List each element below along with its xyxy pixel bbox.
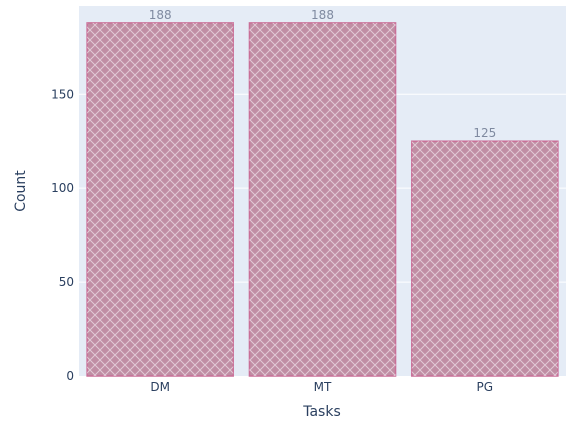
data-label: 188 [149,8,172,22]
y-tick-label: 50 [59,275,74,289]
bar-hatch [87,22,234,376]
bars [86,22,559,377]
x-tick-label: DM [150,380,170,394]
bar-hatch [411,141,558,376]
y-tick-label: 100 [51,181,74,195]
x-axis-ticks: DM MT PG [150,380,493,394]
x-tick-label: MT [314,380,332,394]
y-tick-label: 150 [51,87,74,101]
y-axis-title: Count [13,170,29,212]
y-tick-label: 0 [66,369,74,383]
y-axis-ticks: 0 50 100 150 [51,87,74,383]
data-label: 188 [311,8,334,22]
data-labels: 188 188 125 [149,8,497,140]
x-tick-label: PG [477,380,494,394]
x-axis-title: Tasks [302,404,341,420]
bar-hatch [249,22,396,376]
data-label: 125 [473,126,496,140]
